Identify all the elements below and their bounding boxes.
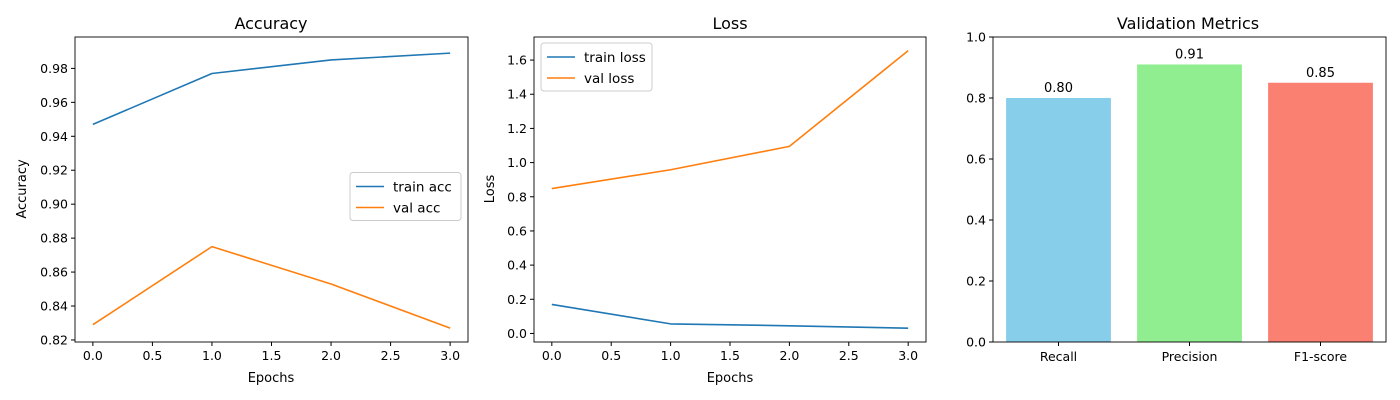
- x-tick-label: 1.0: [661, 348, 681, 363]
- x-axis-label: Epochs: [248, 371, 295, 386]
- y-tick-label: 1.6: [507, 53, 527, 68]
- loss-chart: Loss Epochs Loss 0.0 0.5 1.0 1.5 2.0 2.5 3.0 0.…: [483, 14, 927, 386]
- x-tick-label: 0.0: [542, 348, 562, 363]
- legend-box: [540, 42, 653, 92]
- y-tick-label: 1.2: [507, 121, 527, 136]
- x-tick-label: 0.5: [601, 348, 621, 363]
- x-tick-label: Precision: [1162, 349, 1218, 364]
- x-tick-label: Recall: [1040, 349, 1077, 364]
- chart-title: Loss: [712, 14, 747, 33]
- accuracy-chart: Accuracy Epochs Accuracy 0.0 0.5 1.0 1.5 2.0…: [15, 14, 469, 386]
- y-tick-label: 0.92: [40, 163, 68, 178]
- bar-f1-score: [1268, 82, 1373, 342]
- x-tick-label: 2.5: [839, 348, 859, 363]
- y-tick-label: 0.2: [507, 292, 527, 307]
- x-tick-label: 3.0: [440, 348, 460, 363]
- y-tick-label: 0.4: [507, 258, 527, 273]
- bar-recall: [1006, 98, 1111, 342]
- y-tick-label: 0.8: [966, 91, 986, 106]
- y-tick-label: 0.6: [966, 152, 986, 167]
- y-tick-label: 0.84: [40, 299, 68, 314]
- plot-frame: [533, 36, 927, 343]
- plot-frame: [992, 36, 1387, 343]
- y-tick-label: 0.88: [40, 231, 68, 246]
- y-axis-label: Accuracy: [15, 159, 30, 219]
- x-tick-label: 0.5: [142, 348, 162, 363]
- legend: train acc val acc: [349, 172, 462, 221]
- y-tick-label: 1.0: [966, 30, 986, 45]
- bar-value-label: 0.80: [1044, 81, 1073, 96]
- chart-title: Accuracy: [234, 14, 307, 33]
- y-tick-label: 1.0: [507, 155, 527, 170]
- y-tick-label: 0.6: [507, 223, 527, 238]
- legend-label: train acc: [393, 180, 452, 196]
- legend-label: train loss: [584, 50, 646, 66]
- legend-box: [349, 172, 462, 221]
- x-tick-label: 1.5: [720, 348, 740, 363]
- x-tick-label: 0.0: [83, 348, 103, 363]
- x-tick-label: 1.0: [202, 348, 222, 363]
- bar-value-label: 0.91: [1175, 47, 1204, 62]
- y-tick-label: 0.0: [507, 326, 527, 341]
- x-axis-label: Epochs: [707, 371, 754, 386]
- x-tick-label: F1-score: [1294, 349, 1348, 364]
- y-tick-label: 0.96: [40, 95, 68, 110]
- y-tick-label: 0.94: [40, 129, 68, 144]
- legend-label: val loss: [584, 71, 634, 87]
- y-tick-label: 0.86: [40, 265, 68, 280]
- legend: train loss val loss: [540, 42, 653, 92]
- y-tick-label: 0.0: [966, 335, 986, 350]
- bar-precision: [1137, 64, 1242, 342]
- y-tick-label: 0.98: [40, 61, 68, 76]
- y-tick-label: 0.4: [966, 213, 986, 228]
- series-line-val-loss: [551, 50, 909, 190]
- y-tick-label: 0.82: [40, 332, 68, 347]
- series-line-val-acc: [92, 245, 451, 329]
- x-tick-label: 2.5: [381, 348, 401, 363]
- bar-value-label: 0.85: [1306, 66, 1335, 81]
- x-tick-label: 3.0: [898, 348, 918, 363]
- y-tick-label: 0.90: [40, 197, 68, 212]
- x-tick-label: 1.5: [262, 348, 282, 363]
- plot-frame: [74, 36, 469, 343]
- x-tick-label: 2.0: [779, 348, 799, 363]
- validation-metrics-chart: Validation Metrics 0.0 0.2 0.4 0.6 0.8 1.0 0.8…: [966, 14, 1387, 364]
- chart-title: Validation Metrics: [1117, 14, 1259, 33]
- series-line-train-acc: [92, 52, 451, 126]
- series-line-train-loss: [551, 303, 909, 329]
- x-tick-label: 2.0: [321, 348, 341, 363]
- y-axis-label: Loss: [483, 175, 498, 204]
- y-tick-label: 0.8: [507, 189, 527, 204]
- y-tick-label: 1.4: [507, 87, 527, 102]
- y-tick-label: 0.2: [966, 274, 986, 289]
- legend-label: val acc: [393, 201, 440, 217]
